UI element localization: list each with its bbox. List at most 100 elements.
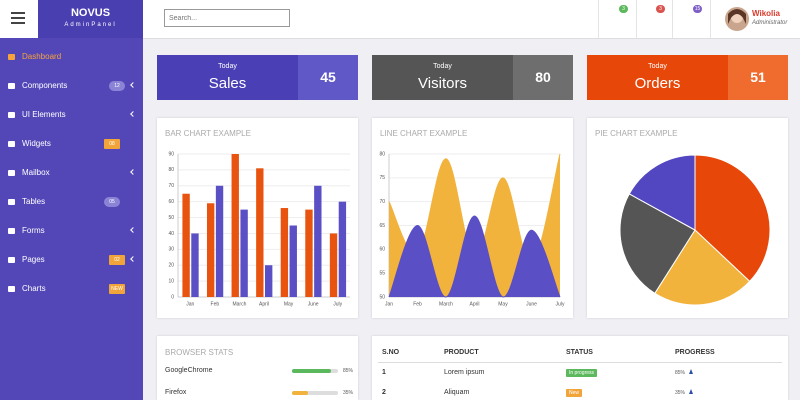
y-tick-label: 80 [379, 151, 385, 157]
progress-bar [292, 391, 309, 395]
x-tick-label: Feb [413, 301, 422, 307]
user-name: Wikolia [752, 9, 780, 18]
progress-track [292, 391, 338, 395]
menu-item[interactable]: Widgets [22, 139, 51, 148]
menu-item[interactable]: Forms [22, 226, 45, 235]
line [388, 215, 561, 298]
y-tick-label: 75 [379, 175, 385, 181]
stat-value: 80 [535, 69, 551, 85]
menu-icon [8, 83, 15, 89]
bar [329, 233, 338, 297]
card-title: BAR CHART EXAMPLE [165, 129, 251, 138]
x-tick-label: March [439, 301, 453, 307]
column-header: PRODUCT [444, 349, 479, 356]
stat-label: Visitors [418, 75, 467, 92]
y-tick-label: 50 [168, 215, 174, 221]
stat-accent [298, 55, 358, 100]
bar [265, 265, 273, 297]
bar-chart-card: BAR CHART EXAMPLE 0 10 20 30 40 50 60 70 80 90 Jan… [157, 118, 358, 318]
menu-icon [8, 257, 15, 263]
menu-icon [8, 112, 15, 118]
menu-badge: 08 [104, 139, 120, 149]
stat-accent [513, 55, 573, 100]
brand-subtitle: AdminPanel [64, 22, 117, 28]
menu-item[interactable]: UI Elements [22, 110, 66, 119]
search-input[interactable] [164, 9, 290, 27]
y-tick-label: 60 [168, 199, 174, 205]
stat-caption: Today [433, 63, 452, 70]
cell: Lorem ipsum [444, 369, 485, 376]
menu-item[interactable]: Mailbox [22, 168, 50, 177]
bar [314, 185, 322, 297]
menu-icon [8, 228, 15, 234]
header-rule [378, 362, 782, 363]
menu-item[interactable]: Tables [22, 197, 46, 206]
column-header: S.NO [382, 349, 400, 356]
y-tick-label: 80 [168, 167, 174, 173]
y-tick-label: 10 [168, 278, 174, 284]
status-pill: New [566, 389, 583, 397]
x-tick-label: July [556, 301, 565, 307]
stat-label: Sales [208, 75, 247, 92]
column-header: STATUS [566, 349, 593, 356]
avatar[interactable] [724, 6, 750, 32]
y-tick-label: 0 [171, 294, 174, 300]
x-tick-label: April [469, 301, 479, 307]
chevron [130, 256, 136, 262]
line-chart: 50 55 60 65 70 75 80 Jan Feb March April May June Jul… [379, 151, 565, 307]
menu-button[interactable] [11, 12, 25, 24]
browser-name: Firefox [165, 389, 187, 396]
stat-accent [728, 55, 788, 100]
progress-label: 35% [343, 390, 354, 396]
pie-slice [694, 154, 771, 283]
bar [182, 193, 190, 297]
arrow [689, 369, 693, 374]
x-tick-label: June [526, 301, 537, 307]
stat-value: 51 [750, 69, 766, 85]
y-tick-label: 70 [379, 199, 385, 205]
menu-badge: 05 [104, 197, 120, 207]
bar [240, 209, 248, 297]
menu-icon [8, 54, 15, 60]
status-pill: In progress [566, 369, 598, 377]
menu-item[interactable]: Charts [22, 284, 46, 293]
column-header: PROGRESS [675, 349, 715, 356]
menu-icon [8, 199, 15, 205]
x-tick-label: Feb [211, 301, 220, 307]
line-chart-card: LINE CHART EXAMPLE 50 55 60 65 70 75 80 Jan Feb M… [372, 118, 573, 318]
bar [231, 154, 239, 297]
y-tick-label: 90 [168, 151, 174, 157]
stat-card: Today Sales 45 [157, 55, 358, 100]
cell: 1 [382, 369, 386, 376]
x-tick-label: June [308, 301, 319, 307]
stat-caption: Today [648, 63, 667, 70]
menu-item[interactable]: Components [22, 81, 68, 90]
x-tick-label: April [259, 301, 269, 307]
chevron [130, 227, 136, 233]
menu-icon [8, 286, 15, 292]
cell: 2 [382, 389, 386, 396]
card-title: BROWSER STATS [165, 348, 234, 357]
pie-slice [619, 193, 696, 295]
progress-label: 85% [343, 368, 354, 374]
menu-badge: 02 [109, 255, 125, 265]
chevron [130, 111, 136, 117]
badge: 3 [619, 5, 628, 13]
y-tick-label: 40 [168, 231, 174, 237]
divider [672, 0, 673, 38]
arrow [689, 389, 693, 394]
divider [710, 0, 711, 38]
pie-slice [628, 154, 696, 231]
chevron [130, 169, 136, 175]
divider [598, 0, 599, 38]
browser-stats-card: BROWSER STATS GoogleChrome 85% Firefox 35% [157, 336, 358, 400]
browser-name: GoogleChrome [165, 367, 213, 374]
stat-label: Orders [634, 75, 681, 92]
menu-icon [8, 170, 15, 176]
menu-item[interactable]: Pages [22, 255, 45, 264]
menu-item[interactable]: Dashboard [22, 52, 62, 61]
card-title: LINE CHART EXAMPLE [380, 129, 468, 138]
x-tick-label: Jan [186, 301, 194, 307]
menu-icon [8, 141, 15, 147]
progress-bar [292, 369, 332, 373]
